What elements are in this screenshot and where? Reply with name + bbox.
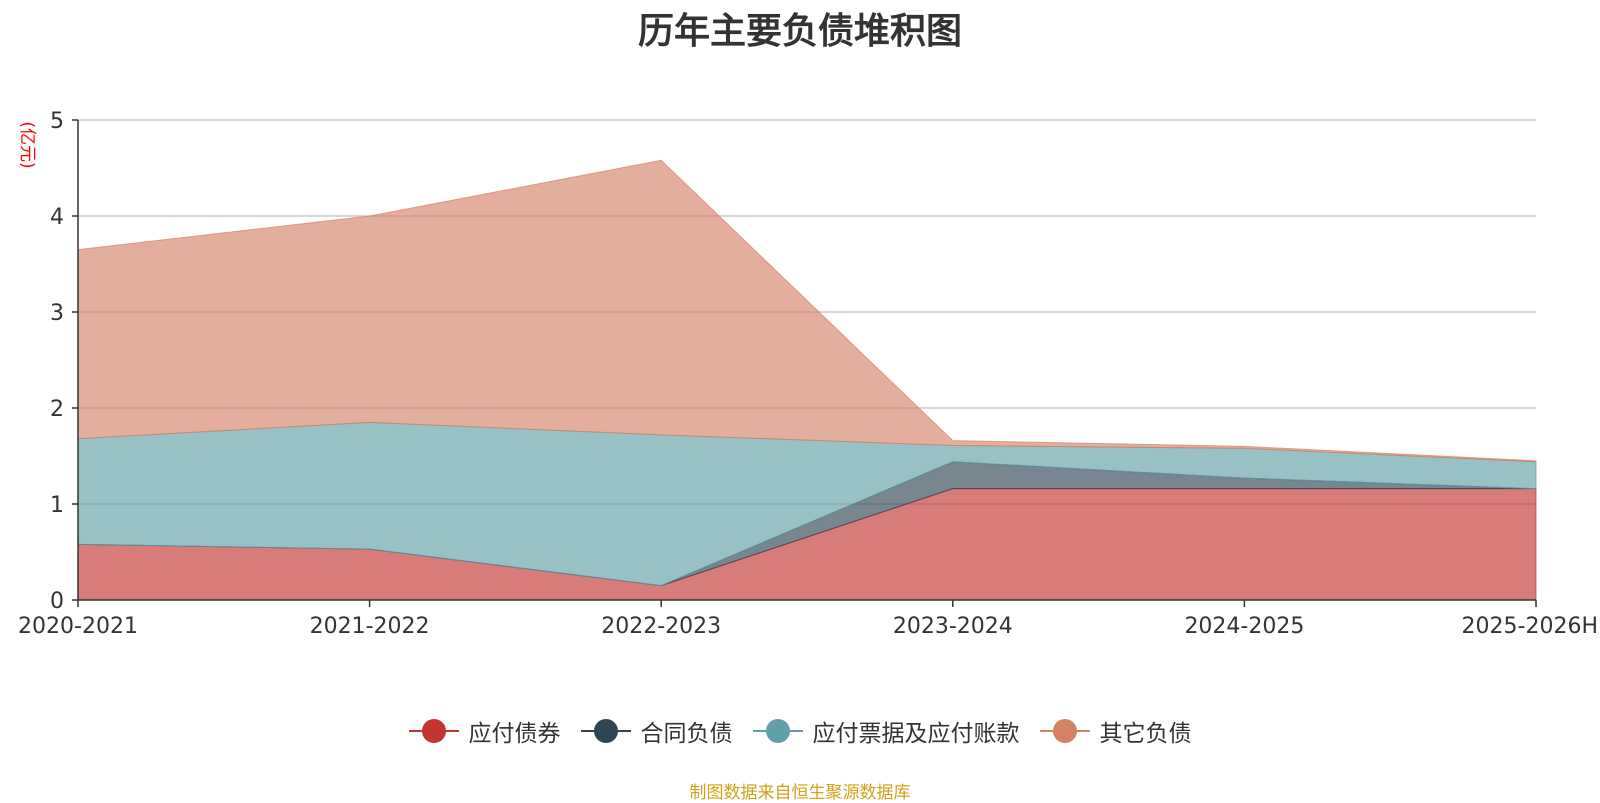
x-tick-label: 2021-2022: [310, 614, 430, 639]
axes: 0 1 2 3 4 5 2020-2021 2021-2022 2022-2023 2023-20…: [18, 109, 1598, 639]
y-axis-unit-label: (亿元): [17, 121, 37, 168]
y-tick-label: 3: [50, 301, 64, 326]
legend-marker: [408, 719, 459, 743]
legend-marker: [1039, 719, 1090, 743]
y-tick-label: 2: [50, 397, 64, 422]
legend: 应付债券 合同负债 应付票据及应付账款 其它负债: [0, 714, 1600, 748]
y-tick-label: 4: [50, 205, 64, 230]
chart-title: 历年主要负债堆积图: [637, 11, 962, 52]
y-tick-label: 5: [50, 109, 64, 134]
x-tick-label: 2020-2021: [18, 614, 138, 639]
x-tick-label: 2024-2025: [1184, 614, 1304, 639]
x-tick-label: 2022-2023: [601, 614, 721, 639]
source-note: 制图数据来自恒生聚源数据库: [689, 783, 911, 803]
legend-item[interactable]: 应付票据及应付账款: [752, 714, 1020, 748]
area-series-其它负债[interactable]: [77, 159, 1537, 463]
legend-label: 应付票据及应付账款: [812, 721, 1020, 747]
legend-label: 合同负债: [640, 721, 733, 747]
stacked-areas: [77, 159, 1537, 601]
legend-item[interactable]: 其它负债: [1039, 714, 1192, 748]
legend-label: 应付债券: [468, 721, 561, 747]
legend-item[interactable]: 合同负债: [580, 714, 733, 748]
legend-marker: [752, 719, 803, 743]
y-tick-label: 1: [50, 493, 64, 518]
legend-label: 其它负债: [1099, 721, 1192, 747]
x-tick-label: 2025-2026H: [1462, 614, 1598, 639]
x-tick-label: 2023-2024: [893, 614, 1013, 639]
legend-item[interactable]: 应付债券: [408, 714, 561, 748]
legend-marker: [580, 719, 631, 743]
y-tick-label: 0: [50, 589, 64, 614]
